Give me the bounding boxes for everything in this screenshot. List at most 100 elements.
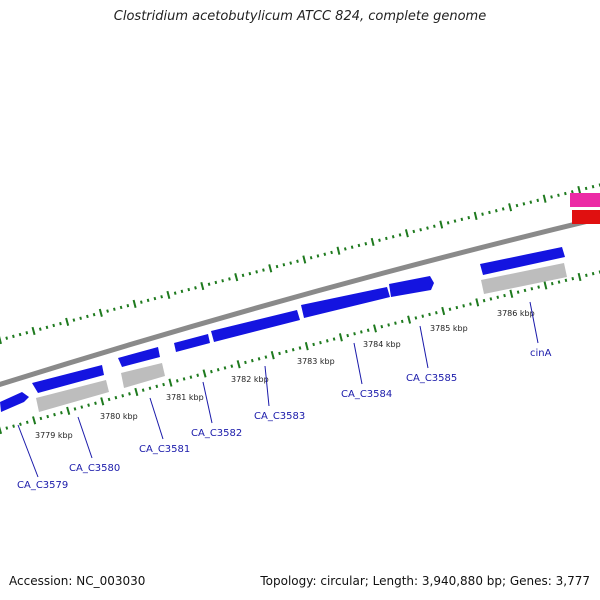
scale-tick — [482, 298, 486, 303]
scale-tick — [302, 255, 307, 264]
scale-tick — [557, 280, 561, 284]
scale-tick — [350, 245, 354, 249]
pink-feature[interactable] — [570, 193, 600, 207]
scale-tick — [228, 277, 231, 281]
scale-tick — [353, 332, 356, 336]
scale-tick — [146, 298, 150, 303]
scale-tick — [134, 387, 139, 397]
gene-label[interactable]: CA_C3581 — [139, 444, 190, 455]
gene-label[interactable]: cinA — [530, 348, 552, 359]
scale-tick — [94, 401, 97, 405]
cds-feature[interactable] — [211, 310, 300, 342]
gene-leader-line — [264, 365, 270, 407]
scale-tick — [98, 308, 103, 317]
scale-tick — [86, 314, 89, 319]
gray-feature[interactable] — [121, 363, 165, 388]
scale-tick — [196, 373, 200, 377]
cds-feature[interactable] — [174, 334, 210, 352]
gene-label[interactable]: CA_C3585 — [406, 373, 457, 384]
scale-tick — [32, 416, 37, 425]
scale-tick — [336, 246, 341, 255]
scale-tick — [140, 300, 143, 304]
outer-tick-row — [0, 183, 600, 345]
scale-tick — [248, 271, 252, 276]
scale-tick — [39, 416, 43, 421]
scale-tick — [214, 280, 218, 285]
scale-tick — [489, 297, 493, 301]
scale-tick — [373, 324, 377, 333]
scale-tick — [200, 281, 205, 291]
gene-leader-line — [202, 381, 213, 424]
cds-feature[interactable] — [0, 392, 29, 412]
scale-tick — [92, 312, 96, 317]
scale-tick — [100, 397, 105, 406]
gene-label[interactable]: CA_C3582 — [191, 428, 242, 439]
scale-tick — [407, 315, 412, 324]
scale-tick — [128, 392, 131, 396]
scale-tick — [113, 307, 116, 311]
scale-tick — [564, 278, 568, 283]
gene-leader-line — [149, 397, 164, 440]
scale-tick — [433, 224, 436, 228]
scale-tick — [428, 312, 431, 317]
scale-tick — [530, 287, 534, 291]
scale-tick — [285, 349, 288, 354]
scale-tick — [194, 286, 197, 290]
gene-label[interactable]: CA_C3580 — [69, 463, 120, 474]
scale-tick — [132, 299, 137, 309]
scale-label: 3785 kbp — [430, 324, 468, 333]
scale-tick — [148, 386, 152, 390]
scale-label: 3781 kbp — [166, 393, 204, 402]
scale-tick — [455, 305, 459, 310]
scale-tick — [584, 186, 588, 191]
red-feature[interactable] — [572, 210, 600, 224]
scale-tick — [52, 323, 56, 328]
scale-tick — [160, 295, 163, 299]
scale-tick — [289, 261, 293, 265]
scale-tick — [494, 209, 498, 213]
gray-feature[interactable] — [481, 263, 567, 294]
scale-tick — [370, 237, 375, 247]
scale-tick — [481, 212, 484, 216]
scale-tick — [187, 287, 191, 292]
scale-tick — [155, 384, 159, 389]
scale-tick — [270, 351, 275, 360]
scale-tick — [404, 229, 409, 238]
scale-tick — [462, 304, 465, 308]
scale-tick — [516, 290, 520, 294]
scale-tick — [202, 369, 207, 378]
scale-tick — [175, 379, 179, 383]
cds-feature[interactable] — [480, 247, 565, 275]
cds-feature[interactable] — [118, 347, 160, 367]
scale-tick — [216, 368, 220, 372]
cds-feature[interactable] — [389, 276, 434, 297]
scale-tick — [126, 303, 130, 308]
scale-tick — [255, 270, 258, 274]
scale-tick — [298, 346, 302, 350]
scale-tick — [357, 243, 361, 248]
scale-tick — [529, 200, 533, 204]
scale-tick — [501, 207, 505, 211]
gene-label[interactable]: CA_C3584 — [341, 389, 392, 400]
scale-tick — [210, 369, 213, 374]
scale-tick — [398, 233, 402, 237]
scale-tick — [312, 342, 315, 347]
gene-label[interactable]: CA_C3583 — [254, 411, 305, 422]
scale-tick — [508, 203, 513, 212]
gene-leader-line — [419, 325, 429, 369]
scale-tick — [46, 414, 50, 419]
scale-tick — [591, 184, 595, 189]
gene-label[interactable]: CA_C3579 — [17, 480, 68, 491]
scale-tick — [543, 281, 548, 290]
scale-tick — [5, 336, 9, 340]
scale-tick — [346, 333, 350, 338]
scale-tick — [189, 375, 193, 379]
cds-feature[interactable] — [32, 365, 104, 393]
cds-feature[interactable] — [301, 287, 390, 318]
genome-backbone — [0, 215, 600, 388]
gray-feature[interactable] — [36, 380, 109, 412]
scale-tick — [141, 388, 145, 392]
scale-label: 3780 kbp — [100, 412, 138, 421]
scale-tick — [296, 259, 299, 263]
